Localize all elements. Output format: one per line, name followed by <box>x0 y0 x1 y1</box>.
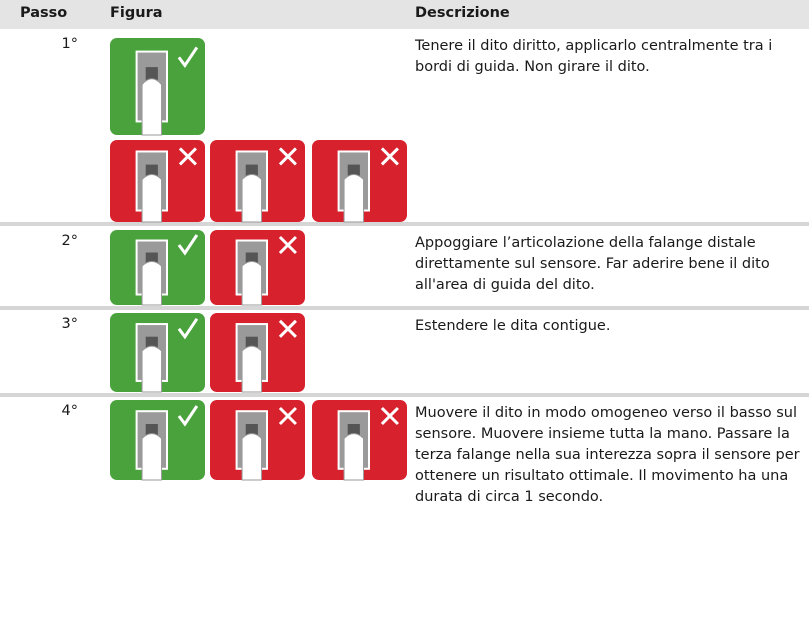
finger <box>141 173 163 223</box>
check-mark <box>177 234 199 256</box>
wrong-icon <box>210 230 305 306</box>
cross-mark <box>278 406 297 426</box>
header-description: Descrizione <box>415 5 510 21</box>
finger <box>141 433 163 481</box>
cross-mark <box>380 147 399 166</box>
description: Appoggiare l’articolazione della falange… <box>415 235 770 293</box>
finger <box>343 173 365 223</box>
finger <box>241 433 263 481</box>
correct-icon <box>110 38 205 136</box>
finger <box>141 345 163 393</box>
finger <box>343 433 365 481</box>
description: Tenere il dito diritto, applicarlo centr… <box>415 38 773 75</box>
cross-mark <box>278 147 297 166</box>
header-step: Passo <box>20 5 68 21</box>
wrong-icon <box>210 140 305 223</box>
finger <box>241 261 263 306</box>
row-separator <box>0 306 809 310</box>
description: Estendere le dita contigue. <box>415 318 611 334</box>
check-mark <box>177 46 199 68</box>
cross-mark <box>380 406 399 426</box>
step: 3° <box>61 316 78 332</box>
header-band <box>0 0 809 29</box>
step: 2° <box>61 233 78 249</box>
check-mark <box>177 317 199 340</box>
header-figure: Figura <box>110 5 163 21</box>
check-mark <box>177 405 199 427</box>
finger <box>141 261 163 306</box>
wrong-icon <box>312 140 407 223</box>
wrong-icon <box>210 313 305 393</box>
cross-mark <box>278 319 297 338</box>
step: 1° <box>61 36 78 52</box>
finger <box>241 345 263 393</box>
row-separator <box>0 393 809 397</box>
correct-icon <box>110 230 205 306</box>
description: Muovere il dito in modo omogeneo verso i… <box>415 405 800 505</box>
cross-mark <box>278 235 297 255</box>
wrong-icon <box>312 400 407 481</box>
wrong-icon <box>110 140 205 223</box>
row-separator <box>0 222 809 226</box>
finger <box>241 173 263 223</box>
correct-icon <box>110 313 205 393</box>
correct-icon <box>110 400 205 481</box>
step: 4° <box>61 403 78 419</box>
finger <box>141 78 163 136</box>
cross-mark <box>178 147 197 166</box>
wrong-icon <box>210 400 305 481</box>
